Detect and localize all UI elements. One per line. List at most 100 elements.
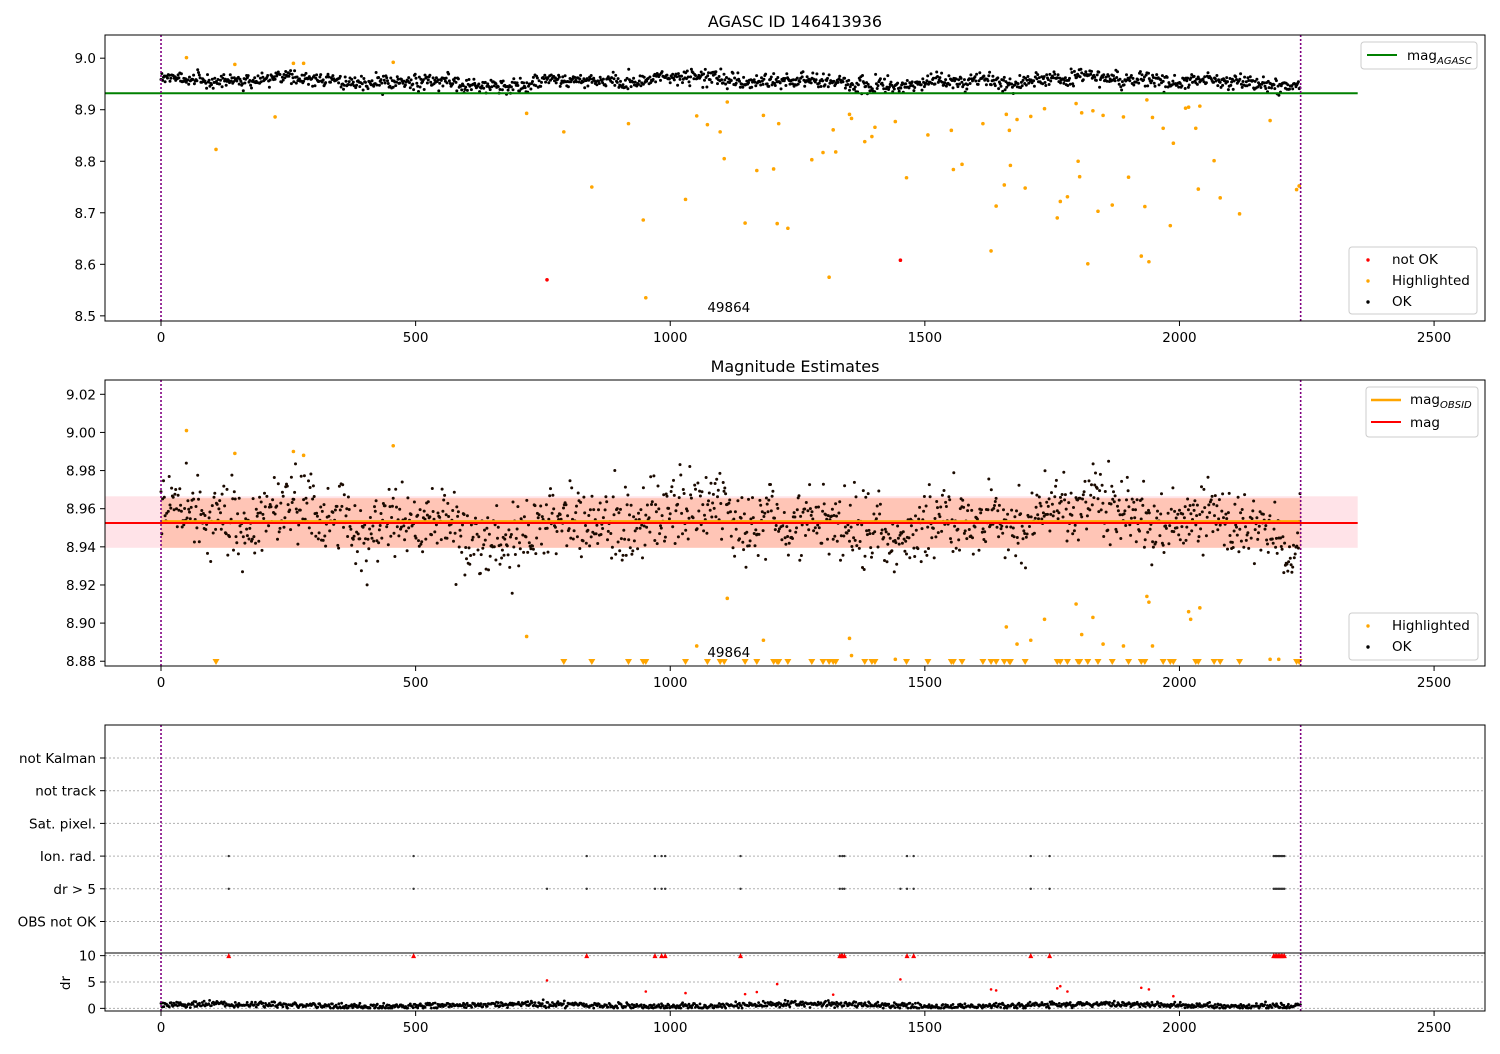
ok-point: [170, 486, 174, 490]
ok-point: [686, 75, 690, 79]
ok-point: [465, 78, 468, 82]
ok-point: [1082, 490, 1086, 494]
ok-point: [654, 510, 658, 514]
ok-point: [1136, 78, 1140, 82]
ok-point: [689, 67, 693, 71]
ok-point: [259, 80, 263, 84]
ok-point: [648, 75, 652, 79]
highlighted-point: [1150, 115, 1155, 120]
ok-point: [236, 552, 240, 556]
ok-point: [717, 75, 721, 78]
ok-point: [1134, 80, 1138, 84]
ok-point: [997, 87, 1001, 91]
ok-point: [606, 538, 609, 542]
ok-point: [447, 79, 451, 83]
ok-point: [366, 87, 370, 91]
ok-point: [400, 480, 404, 484]
ok-point: [799, 554, 803, 557]
ok-point: [540, 80, 543, 84]
ok-point: [1123, 509, 1127, 513]
ok-point: [568, 479, 572, 483]
ok-point: [262, 517, 266, 520]
highlighted-point: [1042, 106, 1047, 111]
ok-point: [426, 500, 430, 504]
ok-point: [278, 73, 282, 76]
ok-point: [347, 80, 351, 84]
clipped-highlight-marker: [1021, 659, 1029, 665]
ok-point: [1041, 511, 1045, 515]
ok-point: [1141, 503, 1145, 507]
ok-point: [200, 509, 204, 512]
clipped-highlight-marker: [1169, 659, 1177, 665]
ok-point: [1063, 79, 1067, 82]
ok-point: [200, 80, 204, 84]
highlighted-point: [989, 249, 993, 253]
ok-point: [725, 87, 729, 91]
dr-ok-point: [854, 1000, 858, 1004]
ok-point: [1252, 562, 1256, 566]
ok-point: [461, 84, 465, 88]
ok-point: [409, 513, 413, 516]
ok-point: [186, 78, 190, 82]
ok-point: [191, 78, 195, 81]
ok-point: [180, 525, 184, 529]
ok-point: [521, 533, 525, 537]
highlighted-point: [1110, 203, 1115, 207]
ok-point: [397, 534, 401, 538]
ok-point: [1195, 77, 1199, 81]
ok-point: [245, 527, 249, 531]
highlighted-point: [1188, 617, 1193, 622]
ok-point: [870, 551, 874, 555]
ok-point: [343, 75, 347, 79]
ok-point: [688, 84, 692, 88]
ok-point: [765, 502, 769, 506]
ok-point: [333, 508, 337, 512]
ok-point: [619, 537, 623, 541]
ok-point: [675, 75, 679, 79]
ok-point: [546, 550, 550, 554]
ok-point: [727, 501, 731, 505]
ok-point: [866, 492, 870, 496]
ok-point: [806, 509, 810, 513]
dr-ok-point: [914, 1001, 917, 1005]
ok-point: [386, 543, 390, 547]
ok-point: [1253, 79, 1257, 83]
ok-point: [380, 536, 384, 540]
ok-point: [1021, 78, 1025, 82]
ok-point: [1245, 533, 1249, 537]
highlighted-point: [301, 61, 306, 66]
ok-point: [933, 82, 937, 86]
ok-point: [965, 537, 969, 541]
ok-point: [615, 80, 619, 84]
highlighted-point: [873, 125, 877, 130]
ok-point: [576, 491, 580, 495]
ok-point: [1225, 517, 1229, 521]
clipped-highlight-marker: [1108, 659, 1116, 665]
ok-point: [597, 82, 601, 85]
ok-point: [865, 529, 869, 533]
ok-point: [1068, 82, 1072, 86]
ok-point: [1176, 512, 1180, 516]
ok-point: [183, 507, 187, 510]
ok-point: [827, 73, 831, 77]
ok-point: [469, 554, 473, 557]
ok-point: [681, 81, 684, 85]
dr-ok-point: [892, 1004, 895, 1008]
ok-point: [1171, 486, 1175, 490]
ok-point: [425, 75, 429, 79]
dr-ok-point: [1208, 1001, 1211, 1004]
dr-ok-point: [994, 1001, 998, 1005]
ok-point: [1116, 509, 1120, 513]
highlighted-point: [893, 657, 898, 662]
ok-point: [1257, 531, 1260, 535]
x-tick-label: 0: [157, 1020, 166, 1036]
highlighted-point: [951, 167, 956, 172]
ok-point: [1243, 75, 1247, 79]
ok-point: [637, 511, 640, 515]
ok-point: [1277, 93, 1281, 97]
ok-point: [795, 76, 799, 80]
dr-ok-point: [740, 1006, 744, 1010]
magnitude-estimates-panel: Magnitude Estimates 8.888.908.928.948.96…: [66, 357, 1486, 691]
ok-point: [289, 475, 293, 479]
ok-point: [797, 494, 801, 498]
